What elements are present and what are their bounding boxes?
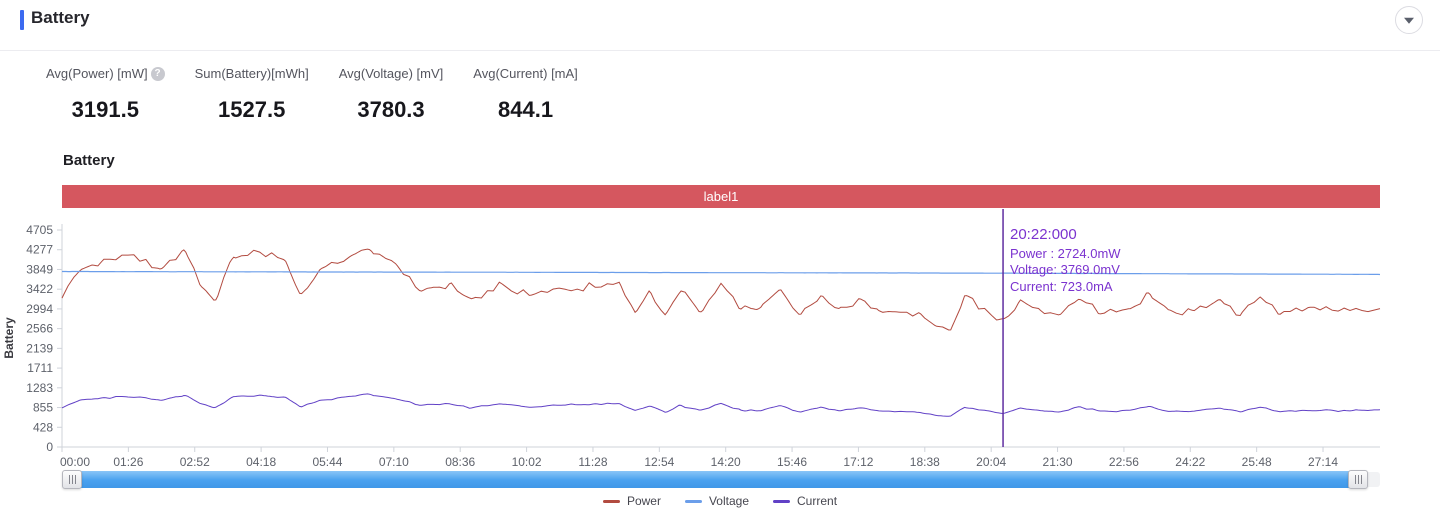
x-tick-label: 01:26 [113, 455, 143, 469]
legend-label: Voltage [708, 494, 750, 508]
scrollbar-right-handle[interactable] [1348, 470, 1368, 489]
stat-value: 1527.5 [218, 97, 286, 122]
y-tick-label: 4705 [26, 223, 53, 237]
stat-value: 844.1 [498, 97, 554, 122]
x-tick-label: 00:00 [60, 455, 90, 469]
x-tick-label: 04:18 [246, 455, 276, 469]
label-band-text: label1 [703, 189, 739, 204]
current-line [61, 393, 1381, 417]
stat-value: 3780.3 [357, 97, 425, 122]
y-tick-label: 855 [33, 401, 53, 415]
x-tick-label: 05:44 [312, 455, 342, 469]
x-tick-label: 14:20 [711, 455, 741, 469]
x-tick-label: 15:46 [777, 455, 807, 469]
x-tick-label: 07:10 [379, 455, 409, 469]
stat-avg-current: Avg(Current) [mA] 844.1 [473, 66, 578, 123]
tooltip-time: 20:22:000 [1010, 226, 1077, 243]
x-tick-label: 08:36 [445, 455, 475, 469]
caret-down-icon [1404, 17, 1414, 24]
legend-item-current[interactable]: Current [773, 494, 837, 508]
grip-lines-icon [1354, 475, 1362, 484]
scrollbar-bar[interactable] [64, 471, 1354, 488]
x-tick-label: 27:14 [1308, 455, 1338, 469]
y-tick-label: 1711 [27, 361, 53, 375]
y-tick-label: 428 [33, 420, 53, 434]
y-tick-label: 2139 [26, 341, 53, 355]
x-tick-label: 17:12 [843, 455, 873, 469]
stat-label: Avg(Current) [mA] [473, 66, 578, 81]
stat-label-text: Avg(Voltage) [mV] [338, 66, 444, 81]
label-band: label1 [62, 185, 1380, 208]
stat-label: Sum(Battery)[mWh] [195, 66, 309, 81]
current-swatch-icon [773, 499, 791, 503]
voltage-swatch-icon [684, 499, 702, 503]
stat-label: Avg(Power) [mW] ? [46, 66, 165, 81]
y-tick-label: 3849 [26, 262, 53, 276]
stats-row: Avg(Power) [mW] ? 3191.5 Sum(Battery)[mW… [46, 66, 578, 123]
chart-title: Battery [63, 152, 115, 169]
y-tick-label: 4277 [26, 243, 53, 257]
grip-lines-icon [68, 475, 76, 484]
y-axis-title: Battery [2, 317, 16, 359]
chart-plot-area[interactable] [62, 230, 1380, 447]
x-tick-label: 12:54 [644, 455, 674, 469]
power-line [61, 248, 1381, 331]
x-tick-label: 22:56 [1109, 455, 1139, 469]
tooltip-current: Current: 723.0mA [1010, 278, 1113, 294]
x-tick-label: 10:02 [512, 455, 542, 469]
stat-label-text: Sum(Battery)[mWh] [194, 66, 309, 81]
stat-label: Avg(Voltage) [mV] [339, 66, 444, 81]
header-divider [0, 50, 1440, 51]
legend-item-power[interactable]: Power [602, 494, 661, 508]
x-tick-label: 25:48 [1242, 455, 1272, 469]
power-swatch-icon [602, 499, 620, 503]
x-tick-label: 24:22 [1175, 455, 1205, 469]
chart-legend: Power Voltage Current [0, 494, 1440, 508]
voltage-line [62, 270, 1381, 276]
y-tick-label: 2994 [26, 302, 53, 316]
x-tick-label: 11:28 [578, 455, 607, 469]
y-tick-label: 3422 [26, 282, 53, 296]
chart-tooltip: 20:22:000 Power : 2724.0mW Voltage: 3769… [1010, 226, 1121, 295]
help-icon[interactable]: ? [150, 66, 165, 81]
x-tick-label: 20:04 [976, 455, 1006, 469]
stat-value: 3191.5 [71, 97, 139, 122]
legend-label: Current [797, 494, 838, 508]
stat-sum-battery: Sum(Battery)[mWh] 1527.5 [195, 66, 309, 123]
tooltip-power: Power : 2724.0mW [1010, 245, 1121, 261]
x-tick-label: 21:30 [1043, 455, 1073, 469]
y-tick-label: 2566 [26, 322, 53, 336]
y-tick-label: 0 [46, 440, 53, 454]
scrollbar-left-handle[interactable] [62, 470, 82, 489]
stat-label-text: Avg(Current) [mA] [473, 66, 578, 81]
y-tick-label: 1283 [26, 381, 53, 395]
legend-label: Power [626, 494, 661, 508]
tooltip-voltage: Voltage: 3769.0mV [1010, 262, 1120, 277]
header-accent-bar [20, 10, 24, 30]
x-tick-label: 02:52 [180, 455, 210, 469]
collapse-button[interactable] [1395, 6, 1423, 34]
stat-label-text: Avg(Power) [mW] [46, 66, 148, 81]
legend-item-voltage[interactable]: Voltage [684, 494, 750, 508]
x-tick-label: 18:38 [910, 455, 940, 469]
stat-avg-power: Avg(Power) [mW] ? 3191.5 [46, 66, 165, 123]
stat-avg-voltage: Avg(Voltage) [mV] 3780.3 [339, 66, 444, 123]
page-title: Battery [31, 8, 90, 27]
